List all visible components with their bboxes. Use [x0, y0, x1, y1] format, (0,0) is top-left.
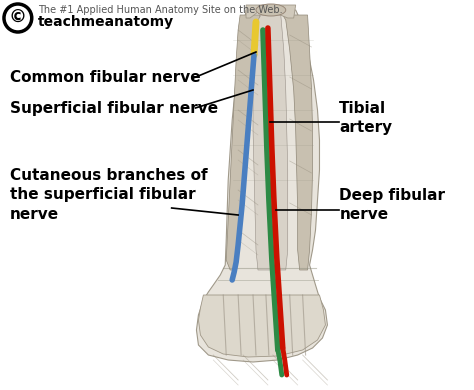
- Text: teachmeanatomy: teachmeanatomy: [38, 15, 174, 29]
- Text: Superficial fibular nerve: Superficial fibular nerve: [10, 101, 218, 115]
- Polygon shape: [196, 10, 328, 362]
- Polygon shape: [246, 5, 296, 18]
- Text: ©: ©: [9, 9, 27, 27]
- Polygon shape: [199, 295, 326, 357]
- Text: Deep fibular
nerve: Deep fibular nerve: [339, 188, 446, 222]
- Polygon shape: [253, 15, 288, 270]
- Text: Tibial
artery: Tibial artery: [339, 101, 392, 135]
- Text: Cutaneous branches of
the superficial fibular
nerve: Cutaneous branches of the superficial fi…: [10, 168, 208, 222]
- Text: The #1 Applied Human Anatomy Site on the Web.: The #1 Applied Human Anatomy Site on the…: [38, 5, 283, 15]
- Text: Common fibular nerve: Common fibular nerve: [10, 71, 201, 85]
- Polygon shape: [226, 15, 260, 270]
- Polygon shape: [283, 15, 312, 270]
- Ellipse shape: [256, 4, 286, 16]
